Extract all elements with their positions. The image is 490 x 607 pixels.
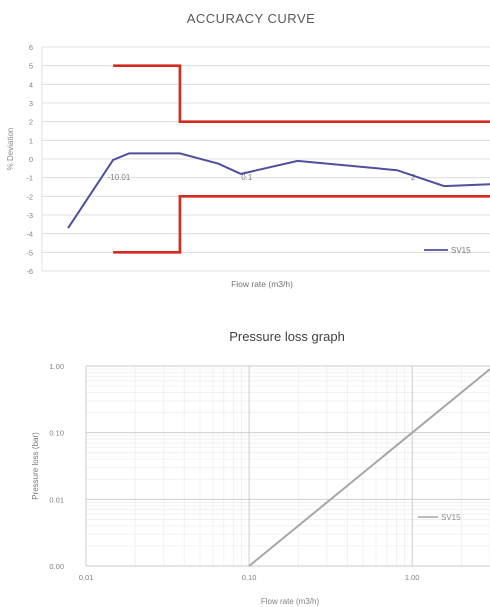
accuracy-x-axis-label: Flow rate (m3/h) [231, 279, 293, 289]
accuracy-y-tick-label: -3 [26, 211, 33, 220]
pressure-legend: SV15 [418, 513, 461, 522]
accuracy-y-tick-label: -5 [26, 248, 33, 257]
accuracy-x-tick-label: 2 [411, 173, 416, 182]
accuracy-x-tick-label: -10.01 [108, 173, 131, 182]
accuracy-y-ticks: 6 5 4 3 2 1 0 -1 -2 -3 -4 -5 -6 [26, 43, 33, 276]
pressure-y-ticks: 1.00 0.10 0.01 0.00 [49, 362, 64, 571]
accuracy-y-tick-label: -4 [26, 230, 33, 239]
pressure-x-ticks: 0.01 0.10 1.00 [79, 573, 420, 582]
accuracy-chart-title: ACCURACY CURVE [187, 11, 316, 26]
pressure-y-tick-label: 0.00 [49, 562, 64, 571]
accuracy-chart: ACCURACY CURVE 6 5 4 3 2 1 0 -1 -2 -3 -4 -5 -6 -10.0… [6, 11, 490, 289]
accuracy-x-tick-label: 0.1 [241, 173, 253, 182]
accuracy-y-tick-label: 4 [29, 80, 33, 89]
upper-tolerance-limit-line [113, 64, 490, 123]
accuracy-legend: SV15 [424, 246, 471, 255]
pressure-x-tick-label: 0.10 [242, 573, 257, 582]
pressure-series-sv15-line [248, 368, 490, 567]
accuracy-y-tick-label: 5 [29, 62, 33, 71]
pressure-y-tick-label: 0.10 [49, 429, 64, 438]
accuracy-y-tick-label: 0 [29, 155, 33, 164]
pressure-y-tick-label: 0.01 [49, 495, 64, 504]
lower-tolerance-limit-line [113, 195, 490, 254]
accuracy-y-tick-label: 3 [29, 99, 33, 108]
accuracy-y-tick-label: -6 [26, 267, 33, 276]
accuracy-x-ticks: -10.01 0.1 2 [108, 173, 416, 182]
accuracy-y-tick-label: -1 [26, 174, 33, 183]
accuracy-series [67, 64, 490, 254]
pressure-gridlines [85, 365, 490, 567]
pressure-y-tick-label: 1.00 [49, 362, 64, 371]
pressure-loss-chart: Pressure loss graph 1.00 0.10 0.01 0.00 0.0… [31, 329, 490, 606]
pressure-y-axis-label: Pressure loss (bar) [31, 432, 40, 500]
pressure-loss-chart-title: Pressure loss graph [229, 329, 345, 344]
accuracy-y-tick-label: 6 [29, 43, 33, 52]
accuracy-series-sv15-line [67, 152, 490, 229]
pressure-legend-label-sv15: SV15 [441, 513, 461, 522]
pressure-x-tick-label: 1.00 [405, 573, 420, 582]
pressure-x-tick-label: 0.01 [79, 573, 94, 582]
accuracy-y-axis-label: % Deviation [6, 128, 15, 171]
pressure-x-axis-label: Flow rate (m3/h) [261, 597, 320, 606]
accuracy-legend-label-sv15: SV15 [451, 246, 471, 255]
pressure-series [248, 368, 490, 567]
accuracy-y-tick-label: 1 [29, 136, 33, 145]
accuracy-y-tick-label: -2 [26, 192, 33, 201]
accuracy-y-tick-label: 2 [29, 118, 33, 127]
